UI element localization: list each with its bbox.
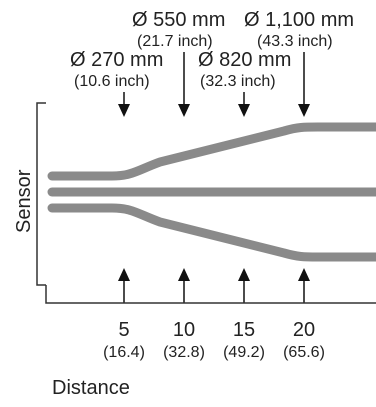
arrow-down-10	[178, 52, 190, 117]
diameter-label-270: Ø 270 mm	[70, 49, 163, 71]
diameter-sub-1100: (43.3 inch)	[257, 33, 333, 50]
tick-label-10: 10	[173, 319, 195, 341]
diameter-label-820: Ø 820 mm	[198, 49, 291, 71]
diameter-label-550: Ø 550 mm	[132, 9, 225, 31]
tick-sub-10: (32.8)	[163, 344, 205, 361]
beam-lower-edge	[47, 203, 376, 262]
sensor-bracket	[36, 102, 46, 286]
beam-shape	[47, 122, 376, 262]
arrow-up-5	[118, 268, 130, 303]
tick-label-5: 5	[118, 319, 129, 341]
tick-label-20: 20	[293, 319, 315, 341]
tick-sub-20: (65.6)	[283, 344, 325, 361]
arrow-down-15	[238, 92, 250, 117]
arrow-up-20	[298, 268, 310, 303]
tick-sub-15: (49.2)	[223, 344, 265, 361]
distance-label: Distance	[52, 377, 130, 399]
arrow-up-15	[238, 268, 250, 303]
sensor-label: Sensor	[13, 169, 35, 233]
arrow-up-10	[178, 268, 190, 303]
tick-label-15: 15	[233, 319, 255, 341]
diameter-label-1100: Ø 1,100 mm	[244, 9, 354, 31]
arrow-down-20	[298, 52, 310, 117]
distance-axis	[45, 285, 376, 304]
beam-upper-edge	[47, 122, 376, 181]
diameter-sub-550: (21.7 inch)	[137, 33, 213, 50]
tick-sub-5: (16.4)	[103, 344, 145, 361]
arrow-down-5	[118, 92, 130, 117]
diameter-sub-270: (10.6 inch)	[74, 73, 150, 90]
diameter-sub-820: (32.3 inch)	[200, 73, 276, 90]
